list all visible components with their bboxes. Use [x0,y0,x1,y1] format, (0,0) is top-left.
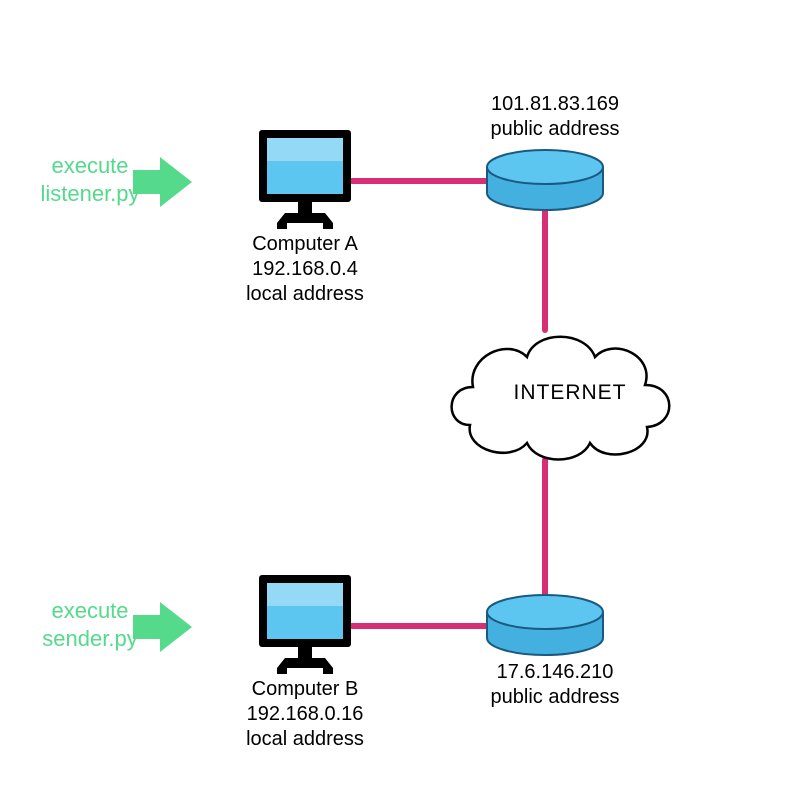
script-b-label: execute sender.py [35,597,145,652]
internet-label: INTERNET [500,380,640,406]
script-a-label: execute listener.py [35,152,145,207]
router-icon [487,595,603,655]
network-diagram [0,0,800,800]
router-a-label: 101.81.83.169 public address [455,92,655,142]
computer-b-label: Computer B 192.168.0.16 local address [210,677,400,752]
router-icon [487,150,603,210]
computer-icon [259,130,351,229]
computer-icon [259,575,351,674]
computer-a-label: Computer A 192.168.0.4 local address [210,232,400,307]
router-b-label: 17.6.146.210 public address [455,660,655,710]
